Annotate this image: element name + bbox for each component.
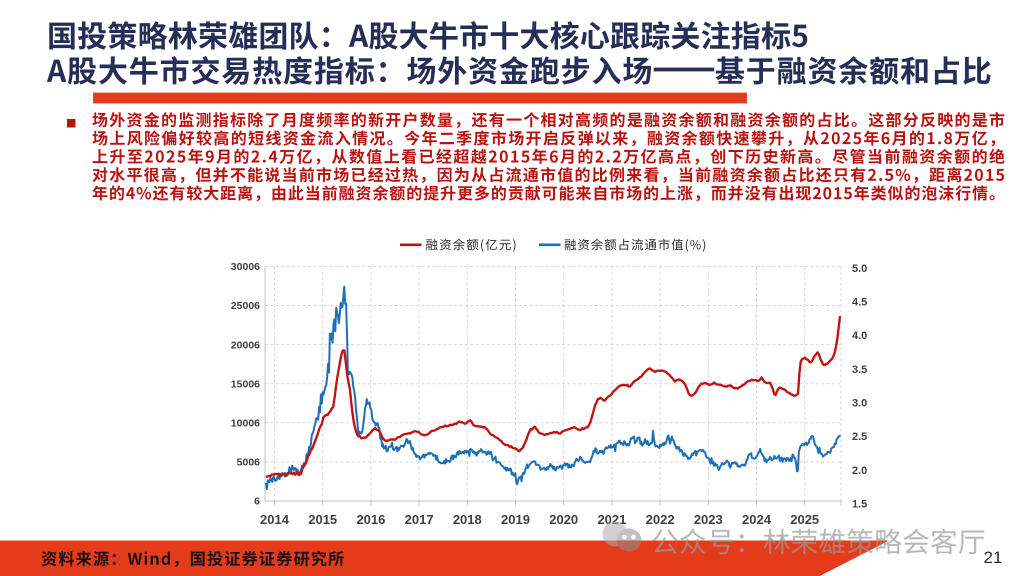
svg-text:2019: 2019 [501, 512, 530, 527]
svg-text:3.0: 3.0 [852, 398, 867, 410]
svg-text:10006: 10006 [231, 418, 260, 430]
svg-text:4.0: 4.0 [852, 330, 867, 342]
svg-text:2.5: 2.5 [852, 431, 867, 443]
svg-text:25006: 25006 [231, 300, 260, 312]
svg-text:2018: 2018 [453, 512, 482, 527]
svg-text:21: 21 [984, 548, 1003, 567]
svg-text:15006: 15006 [231, 378, 260, 390]
svg-text:20006: 20006 [231, 339, 260, 351]
svg-text:5.0: 5.0 [852, 263, 867, 275]
svg-text:4.5: 4.5 [852, 297, 867, 309]
svg-text:2017: 2017 [405, 512, 434, 527]
svg-text:2023: 2023 [694, 512, 723, 527]
svg-text:2.0: 2.0 [852, 465, 867, 477]
svg-text:6: 6 [254, 496, 260, 508]
svg-text:3.5: 3.5 [852, 364, 867, 376]
svg-text:2020: 2020 [549, 512, 578, 527]
svg-text:2016: 2016 [356, 512, 385, 527]
svg-text:30006: 30006 [231, 261, 260, 273]
svg-text:2025: 2025 [790, 512, 819, 527]
svg-text:2024: 2024 [742, 512, 772, 527]
svg-text:2014: 2014 [260, 512, 290, 527]
svg-text:1.5: 1.5 [852, 499, 867, 511]
svg-text:2015: 2015 [308, 512, 337, 527]
svg-text:2022: 2022 [646, 512, 675, 527]
svg-text:5006: 5006 [237, 457, 261, 469]
